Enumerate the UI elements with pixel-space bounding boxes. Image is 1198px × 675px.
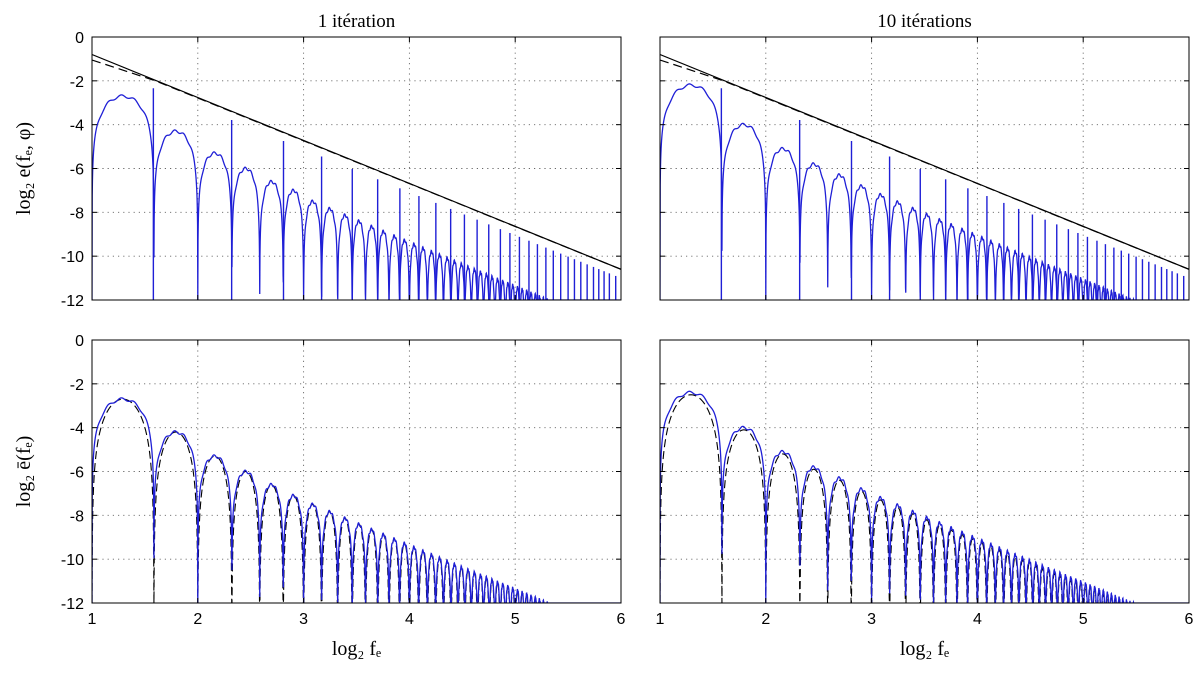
- y-tick-label: 0: [75, 333, 84, 350]
- x-tick-label: 2: [761, 611, 770, 628]
- axes-frame: [659, 339, 1190, 604]
- y-tick-label: -8: [70, 205, 84, 222]
- x-tick-label: 6: [1185, 611, 1194, 628]
- x-tick-label: 4: [973, 611, 982, 628]
- y-tick-label: -12: [61, 596, 84, 613]
- lobe-curve: [660, 83, 1189, 300]
- y-tick-label: 0: [75, 30, 84, 47]
- plot-area: [92, 397, 621, 603]
- y-tick-label: -2: [70, 377, 84, 394]
- lobe-curve: [92, 397, 621, 603]
- lobe-curve: [660, 390, 1189, 603]
- axes-frame: [91, 36, 622, 301]
- chart-panel-2: 10 itérations: [659, 11, 1190, 301]
- x-tick-label: 3: [299, 611, 308, 628]
- plot-area: [660, 53, 1189, 300]
- y-tick-label: -6: [70, 162, 84, 179]
- dashed-bound-line: [660, 59, 1189, 270]
- y-tick-label: -8: [70, 508, 84, 525]
- dashed-bound-line: [92, 59, 621, 270]
- y-tick-label: -10: [61, 552, 84, 569]
- chart-title: 1 itération: [318, 11, 396, 32]
- y-tick-label: -2: [70, 74, 84, 91]
- y-tick-label: -6: [70, 465, 84, 482]
- x-tick-label: 6: [617, 611, 626, 628]
- axes-frame: [659, 36, 1190, 301]
- x-tick-label: 4: [405, 611, 414, 628]
- x-tick-label: 1: [656, 611, 665, 628]
- x-tick-label: 1: [88, 611, 97, 628]
- y-axis-label: log₂ ē(fₑ): [13, 436, 35, 508]
- y-tick-label: -4: [70, 118, 84, 135]
- y-tick-label: -10: [61, 249, 84, 266]
- x-axis-label: log₂ fₑ: [332, 638, 381, 660]
- dashed-lobe-curve: [92, 398, 621, 603]
- x-tick-label: 3: [867, 611, 876, 628]
- axes-frame: [91, 339, 622, 604]
- plot-area: [92, 53, 621, 300]
- x-tick-label: 5: [1079, 611, 1088, 628]
- lobe-curve: [92, 94, 621, 300]
- x-axis-label: log₂ fₑ: [900, 638, 949, 660]
- x-tick-label: 5: [511, 611, 520, 628]
- chart-panel-1: 0 -2 -4 -6 -8 -10 -12 1 itération log₂ e(fₑ, φ): [13, 11, 622, 310]
- y-tick-label: -12: [61, 293, 84, 310]
- chart-title: 10 itérations: [877, 11, 971, 32]
- dashed-lobe-curve: [660, 394, 1189, 603]
- chart-panel-4: 1 2 3 4 5 6 log₂ fₑ: [656, 339, 1194, 660]
- chart-panel-3: 1 2 3 4 5 6 0 -2 -4 -6 -8 -10 -12 log₂ fₑ log₂ ē(fₑ): [13, 333, 626, 660]
- y-axis-label: log₂ e(fₑ, φ): [13, 122, 35, 215]
- x-tick-label: 2: [193, 611, 202, 628]
- plot-area: [660, 390, 1189, 603]
- y-tick-label: -4: [70, 421, 84, 438]
